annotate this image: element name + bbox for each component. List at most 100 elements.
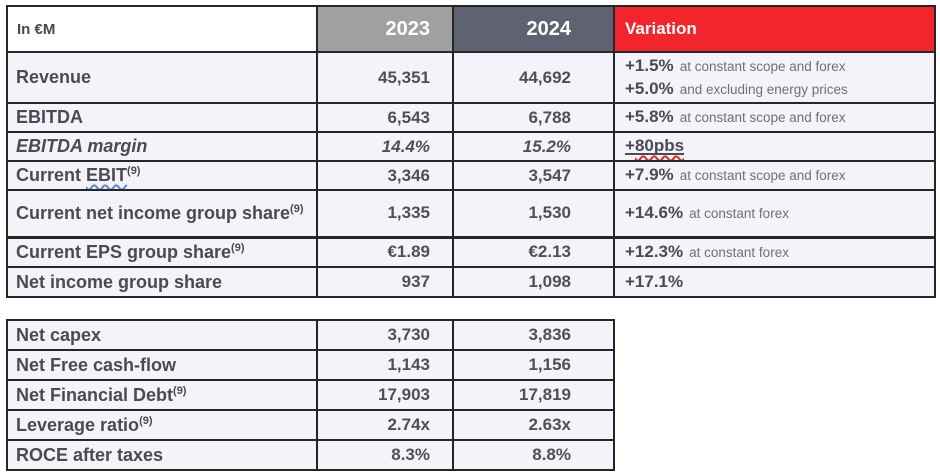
variation-desc: at constant forex	[689, 205, 789, 221]
value-2024-cell: 2.63x	[452, 409, 615, 441]
row-net-financial-debt: Net Financial Debt(9) 17,903 17,819	[6, 379, 615, 411]
value-2024-cell: 6,788	[452, 102, 615, 133]
value-2024-cell: €2.13	[452, 235, 615, 268]
label-cell: EBITDA margin	[6, 131, 318, 162]
row-leverage-ratio: Leverage ratio(9) 2.74x 2.63x	[6, 409, 615, 441]
row-label: Net income group share	[16, 271, 223, 292]
value-2023-cell: 1,335	[316, 189, 454, 238]
row-label: Revenue	[16, 67, 92, 87]
row-net-free-cash-flow: Net Free cash-flow 1,143 1,156	[6, 349, 615, 381]
row-label-prefix: Current	[16, 165, 87, 185]
year-2024-label: 2024	[526, 17, 572, 40]
row-label: Net capex	[16, 324, 102, 345]
row-net-capex: Net capex 3,730 3,836	[6, 319, 615, 351]
row-revenue: Revenue 45,351 44,692 +1.5% at constant s…	[6, 51, 936, 104]
variation-header-cell: Variation	[613, 5, 936, 53]
row-label: EBITDA	[16, 107, 83, 127]
value-text: 3,547	[528, 165, 571, 185]
row-label: Current EPS group share	[16, 241, 232, 262]
variation-bold: +5.8%	[625, 107, 674, 126]
variation-bold: +1.5%	[625, 55, 674, 75]
variation-cell: +12.3% at constant forex	[613, 235, 936, 268]
value-text: 1,143	[387, 355, 430, 374]
label-cell: Revenue	[6, 51, 318, 104]
value-text: 937	[401, 272, 430, 291]
variation-cell: +80pbs	[613, 131, 936, 162]
row-label-spellcheck-text: EBIT	[86, 165, 128, 185]
value-2024-cell: 1,098	[452, 266, 615, 298]
variation-line: +1.5% at constant scope and forex	[625, 55, 933, 78]
label-cell: Net capex	[6, 319, 318, 351]
row-label: Leverage ratio	[16, 414, 140, 435]
value-text: 2.63x	[528, 415, 571, 434]
value-text: 1,156	[528, 355, 571, 374]
footnote-ref: (9)	[139, 414, 153, 427]
value-2023-cell: 3,346	[316, 160, 454, 191]
row-label: EBITDA margin	[16, 136, 148, 156]
row-ebitda-margin: EBITDA margin 14.4% 15.2% +80pbs	[6, 131, 936, 162]
value-2023-cell: 2.74x	[316, 409, 454, 441]
label-cell: EBITDA	[6, 102, 318, 133]
value-2023-cell: 17,903	[316, 379, 454, 411]
unit-label: In €M	[17, 20, 56, 38]
value-text: 1,530	[528, 203, 571, 223]
value-text: 1,098	[528, 272, 571, 291]
row-current-net-income: Current net income group share(9) 1,335 …	[6, 189, 936, 238]
variation-cell: +1.5% at constant scope and forex +5.0% an…	[613, 51, 936, 104]
value-2024-cell: 8.8%	[452, 439, 615, 471]
value-text: 3,836	[528, 325, 571, 344]
row-roce-after-taxes: ROCE after taxes 8.3% 8.8%	[6, 439, 615, 471]
footnote-ref: (9)	[173, 384, 187, 397]
label-cell: Net income group share	[6, 266, 318, 298]
variation-bold: +5.0%	[625, 78, 674, 98]
header-row: In €M 2023 2024 Variation	[6, 5, 936, 53]
row-current-ebit: Current EBIT(9) 3,346 3,547 +7.9% at cons…	[6, 160, 936, 191]
variation-bold: +14.6%	[625, 202, 684, 222]
value-text: 8.8%	[532, 445, 571, 464]
value-text: 2.74x	[387, 415, 430, 434]
pnl-summary-table: In €M 2023 2024 Variation Revenue 45,351…	[6, 5, 936, 298]
value-2023-cell: 8.3%	[316, 439, 454, 471]
value-text: 17,819	[519, 385, 571, 404]
value-text: €2.13	[528, 242, 571, 262]
footnote-ref: (9)	[290, 202, 304, 215]
variation-label: Variation	[625, 19, 697, 38]
row-label: ROCE after taxes	[16, 444, 164, 465]
row-label: Current net income group share	[16, 202, 291, 223]
value-2024-cell: 44,692	[452, 51, 615, 104]
variation-cell: +17.1%	[613, 266, 936, 298]
row-net-income: Net income group share 937 1,098 +17.1%	[6, 266, 936, 298]
year-2024-header-cell: 2024	[452, 5, 615, 53]
cash-metrics-table: Net capex 3,730 3,836 Net Free cash-flow…	[6, 319, 615, 471]
value-2024-cell: 3,836	[452, 319, 615, 351]
value-2024-cell: 15.2%	[452, 131, 615, 162]
variation-desc: at constant forex	[689, 244, 789, 260]
variation-spellcheck-text: 80pbs	[634, 136, 685, 155]
label-cell: Current EBIT(9)	[6, 160, 318, 191]
value-2023-cell: 6,543	[316, 102, 454, 133]
value-text: 15.2%	[522, 136, 571, 156]
variation-line: +5.0% and excluding energy prices	[625, 78, 933, 101]
value-2023-cell: 45,351	[316, 51, 454, 104]
variation-desc: at constant scope and forex	[679, 168, 846, 183]
unit-header-cell: In €M	[6, 5, 318, 53]
variation-bold: +17.1%	[625, 271, 684, 291]
variation-cell: +7.9% at constant scope and forex	[613, 160, 936, 191]
variation-bold: +7.9%	[625, 165, 674, 184]
label-cell: Net Financial Debt(9)	[6, 379, 318, 411]
year-2023-header-cell: 2023	[316, 5, 454, 53]
value-2023-cell: 14.4%	[316, 131, 454, 162]
variation-cell: +14.6% at constant forex	[613, 189, 936, 238]
year-2023-label: 2023	[385, 17, 431, 40]
value-2024-cell: 3,547	[452, 160, 615, 191]
value-2024-cell: 1,156	[452, 349, 615, 381]
footnote-ref: (9)	[231, 241, 245, 254]
value-text: 8.3%	[391, 445, 430, 464]
value-text: 1,335	[387, 203, 430, 223]
value-2023-cell: €1.89	[316, 235, 454, 268]
footnote-ref: (9)	[127, 165, 141, 177]
row-current-eps: Current EPS group share(9) €1.89 €2.13 +…	[6, 235, 936, 268]
label-cell: ROCE after taxes	[6, 439, 318, 471]
value-text: 14.4%	[381, 136, 430, 156]
